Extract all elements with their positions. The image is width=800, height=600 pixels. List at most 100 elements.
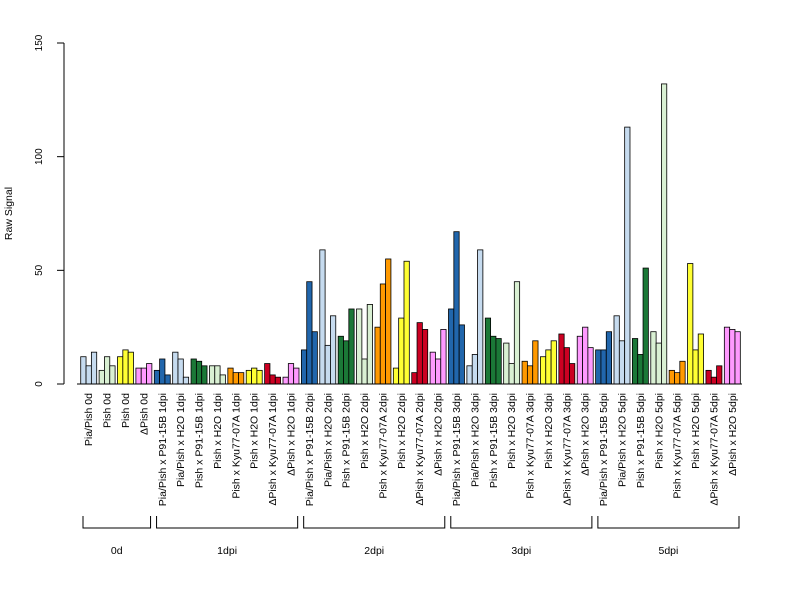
- group-label: 0d: [111, 545, 123, 557]
- bar: [319, 249, 326, 385]
- bar: [190, 358, 197, 385]
- bar: [214, 365, 221, 385]
- bar: [526, 365, 534, 385]
- bar: [300, 349, 308, 385]
- x-tick-label: Pia/Pish x H2O 1dpi: [175, 393, 187, 487]
- bar: [374, 326, 381, 385]
- x-tick-label: Pish x P91-15B 1dpi: [194, 393, 206, 488]
- bar: [595, 349, 602, 385]
- bar: [337, 335, 344, 385]
- bar: [576, 335, 583, 385]
- x-tick-label: Pia/Pish x H2O 2dpi: [322, 393, 334, 487]
- x-tick-label: Pish x H2O 1dpi: [249, 393, 261, 469]
- x-tick-label: Pia/Pish x P91-15B 2dpi: [304, 393, 316, 506]
- bar: [398, 317, 405, 385]
- bar: [172, 351, 179, 385]
- x-tick-label: ΔPish x H2O 2dpi: [433, 393, 445, 476]
- bar: [679, 360, 686, 385]
- bar: [697, 333, 704, 385]
- bar: [195, 360, 203, 385]
- bar: [135, 367, 142, 385]
- group-bracket: [450, 516, 593, 529]
- bar: [458, 324, 465, 385]
- bar: [182, 376, 190, 385]
- bar: [466, 365, 473, 385]
- bar: [85, 365, 92, 385]
- bar: [122, 349, 129, 385]
- bar: [503, 342, 510, 385]
- bar: [558, 333, 565, 385]
- bar: [587, 347, 594, 385]
- x-tick-label: ΔPish x H2O 1dpi: [285, 393, 297, 476]
- bar: [153, 369, 161, 385]
- bar: [80, 356, 87, 385]
- bar: [429, 351, 436, 385]
- y-tick-label: 50: [34, 264, 45, 276]
- bar: [287, 363, 295, 385]
- bar: [513, 281, 521, 385]
- bar: [687, 263, 694, 385]
- x-tick-label: Pish x Kyu77-07A 2dpi: [377, 393, 389, 499]
- y-axis: 0 50 100 150: [34, 34, 65, 387]
- y-tick-label: 100: [34, 148, 45, 165]
- bar: [477, 249, 484, 385]
- bar: [219, 374, 226, 385]
- bar: [324, 344, 331, 385]
- bar: [104, 356, 111, 385]
- group-brackets: 0d 1dpi 2dpi 3dpi 5dpi: [82, 516, 740, 557]
- bar: [490, 335, 497, 385]
- bar: [146, 363, 153, 385]
- x-tick-label: Pish x H2O 3dpi: [543, 393, 555, 469]
- bar: [98, 369, 105, 385]
- bar: [605, 331, 613, 385]
- bar: [550, 340, 557, 385]
- x-tick-label: Pish x P91-15B 5dpi: [635, 393, 647, 488]
- bar: [164, 374, 171, 385]
- x-tick-label: Pish x Kyu77-07A 5dpi: [672, 393, 684, 499]
- bar: [631, 338, 639, 385]
- x-tick-label: Pish x P91-15B 3dpi: [488, 393, 500, 488]
- bar: [716, 365, 723, 385]
- x-tick-label: Pish x H2O 2dpi: [359, 393, 371, 469]
- x-tick-label: Pish x H2O 2dpi: [396, 393, 408, 469]
- x-tick-label: Pia/Pish x P91-15B 1dpi: [157, 393, 169, 506]
- x-tick-label: Pish x H2O 5dpi: [653, 393, 665, 469]
- bar: [723, 326, 731, 385]
- bar: [379, 283, 386, 385]
- x-tick-label: ΔPish x Kyu77-07A 1dpi: [267, 393, 279, 506]
- bar: [668, 369, 675, 385]
- bar: [710, 376, 718, 385]
- bar: [545, 349, 552, 385]
- bar: [435, 358, 442, 385]
- bar: [471, 354, 478, 385]
- bar: [416, 322, 423, 385]
- x-tick-label: Pia/Pish x H2O 3dpi: [469, 393, 481, 487]
- x-tick-label: ΔPish x Kyu77-07A 2dpi: [414, 393, 426, 506]
- x-tick-label: Pish x H2O 5dpi: [690, 393, 702, 469]
- group-label: 2dpi: [364, 545, 384, 557]
- group-bracket: [303, 516, 446, 529]
- bar: [411, 372, 418, 385]
- bar: [227, 367, 234, 385]
- bar: [613, 315, 620, 385]
- bar: [624, 126, 631, 385]
- bar: [256, 369, 263, 385]
- bar: [582, 326, 589, 385]
- x-tick-label: ΔPish x Kyu77-07A 5dpi: [708, 393, 720, 506]
- group-bracket: [597, 516, 740, 529]
- bar: [348, 308, 355, 385]
- bar: [655, 342, 662, 385]
- x-tick-label: Pia/Pish x P91-15B 3dpi: [451, 393, 463, 506]
- bar: [269, 374, 276, 385]
- group-label: 3dpi: [511, 545, 531, 557]
- x-tick-label: Pia/Pish x H2O 5dpi: [616, 393, 628, 487]
- x-tick-label: Pish x H2O 1dpi: [212, 393, 224, 469]
- x-tick-label: Pish x Kyu77-07A 1dpi: [230, 393, 242, 499]
- bar: [692, 349, 699, 385]
- bar: [109, 365, 116, 385]
- bar: [282, 376, 289, 385]
- bar: [403, 260, 410, 385]
- bar: [311, 331, 318, 385]
